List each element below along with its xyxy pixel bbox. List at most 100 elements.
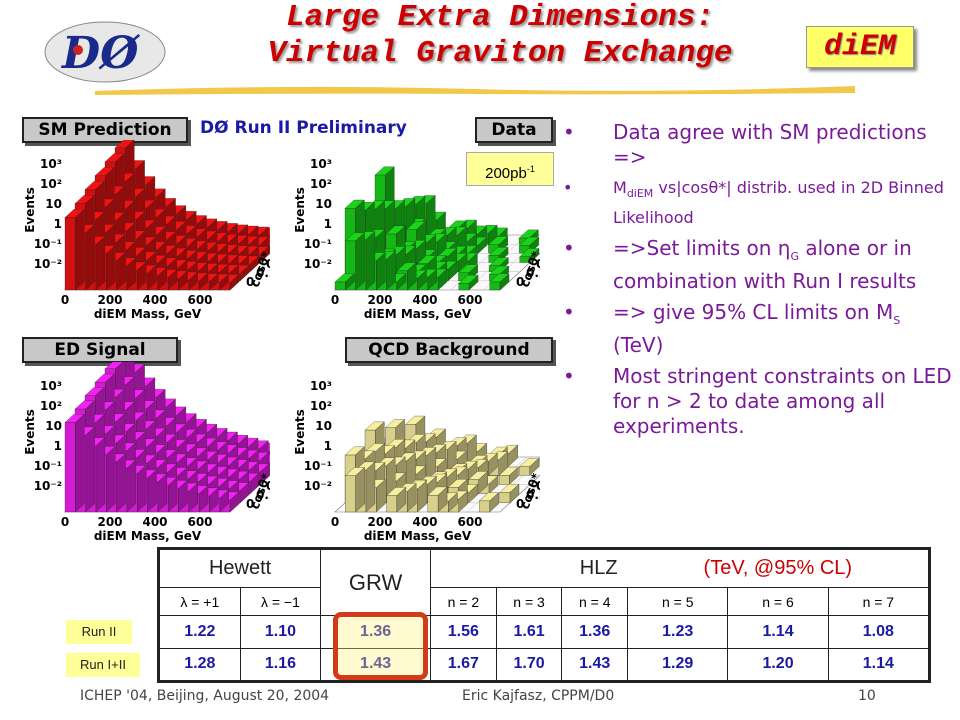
bullet-item: • => give 95% CL limits on MS (TeV): [563, 300, 955, 358]
bar: [427, 495, 439, 513]
bar-side: [407, 483, 417, 513]
bar: [386, 495, 398, 513]
bar-side: [457, 253, 468, 273]
bar-side: [529, 458, 539, 476]
bullet-subscript: G: [790, 250, 799, 264]
bar-side: [178, 270, 188, 291]
panel-label-data: Data: [475, 117, 553, 143]
bullet-item: • MdiEM vs|cosθ*| distrib. used in 2D Bin…: [563, 176, 955, 230]
bullet-item: • =>Set limits on ηG alone or in combinat…: [563, 236, 955, 294]
y-tick-label: 10: [45, 197, 62, 211]
bar-side: [427, 268, 437, 291]
bar: [479, 500, 490, 513]
bullet-text-a: M: [613, 178, 627, 197]
lego-plot-ed: Events 10³ 10² 10 1 10⁻¹ 10⁻² 0 200 400 600 diEM Ma…: [20, 346, 307, 572]
y-tick-label: 10⁻²: [304, 479, 332, 493]
bar-side: [239, 264, 250, 282]
y-tick-label: 10⁻²: [34, 479, 62, 493]
bullet-marker: •: [563, 364, 575, 389]
subheader: n = 3: [495, 587, 563, 617]
y-axis-title: Events: [23, 409, 37, 455]
x-tick-label: 0: [61, 515, 69, 529]
d0-logo: DØ: [40, 10, 170, 90]
x-axis-title: diEM Mass, GeV: [364, 307, 472, 321]
y-tick-label: 10³: [40, 379, 62, 393]
bar-side: [95, 437, 106, 513]
y-tick-label: 1: [324, 439, 332, 453]
x-tick-label: 600: [187, 515, 212, 529]
bar-side: [396, 487, 407, 513]
subheader: n = 2: [430, 587, 497, 617]
bar-side: [167, 269, 178, 291]
bar-side: [488, 452, 498, 476]
table-cell: 1.23: [627, 615, 729, 649]
bullet-text: =>Set limits on ηG alone or in combinati…: [613, 236, 955, 294]
x-axis-title: diEM Mass, GeV: [94, 307, 202, 321]
bullet-text-a: => give 95% CL limits on M: [613, 300, 894, 325]
bullet-item: • Data agree with SM predictions =>: [563, 120, 955, 170]
y-axis-title: Events: [293, 187, 307, 233]
x-tick-label: 600: [457, 515, 482, 529]
y-axis-title: Events: [293, 409, 307, 455]
bar-side: [167, 476, 178, 513]
footer-page-number: 10: [858, 688, 876, 704]
bar-side: [396, 273, 407, 291]
table-cell: 1.67: [430, 647, 497, 682]
header-cl-note: (TeV, @95% CL): [627, 548, 929, 589]
y-tick-label: 10: [315, 197, 332, 211]
bar-side: [355, 467, 365, 513]
bar-side: [508, 444, 518, 467]
z-tick-label: 0: [516, 275, 524, 289]
x-tick-label: 600: [457, 293, 482, 307]
panel-label-qcd-background: QCD Background: [345, 337, 553, 363]
preliminary-label: DØ Run II Preliminary: [200, 118, 407, 138]
bar-side: [239, 482, 250, 504]
bar-side: [417, 269, 427, 291]
y-tick-label: 10²: [40, 177, 62, 191]
bar-side: [509, 466, 519, 485]
footer-author: Eric Kajfasz, CPPM/D0: [462, 688, 615, 704]
bar-side: [116, 453, 126, 513]
bullet-list: • Data agree with SM predictions => • MdiE…: [563, 120, 955, 445]
bar-side: [345, 273, 355, 291]
table-cell: 1.28: [159, 647, 241, 682]
bar: [499, 492, 511, 503]
table-cell: 1.61: [495, 615, 563, 649]
x-tick-label: 200: [97, 515, 122, 529]
x-tick-label: 400: [142, 293, 167, 307]
bar-side: [157, 473, 167, 513]
bar-side: [147, 469, 157, 513]
header-hewett: Hewett: [158, 548, 322, 589]
lego-plot-data: Events 10³ 10² 10 1 10⁻¹ 10⁻² 0 200 400 600 diEM Ma…: [290, 140, 577, 350]
bar-side: [75, 208, 85, 291]
bar-side: [219, 489, 229, 513]
bar-side: [477, 236, 488, 254]
bar: [64, 422, 76, 513]
luminosity-badge: 200pb-1: [466, 152, 554, 186]
table-cell-grw: 1.36: [320, 615, 432, 649]
bar-side: [355, 232, 365, 291]
subheader: n = 7: [827, 587, 930, 617]
bar-side: [249, 472, 260, 495]
title-divider: [95, 86, 855, 95]
bar-side: [478, 471, 488, 495]
bullet-text-b: (TeV): [613, 333, 664, 358]
table-cell: 1.22: [159, 615, 241, 649]
bar-side: [126, 257, 137, 291]
bar-side: [417, 480, 427, 513]
bar-side: [157, 267, 167, 291]
table-cell: 1.20: [727, 647, 829, 682]
table-cell: 1.14: [827, 647, 930, 682]
bar-side: [116, 252, 126, 291]
panel-label-ed-signal: ED Signal: [22, 337, 178, 363]
y-tick-label: 10⁻¹: [304, 237, 332, 251]
bar-side: [376, 252, 386, 291]
y-tick-label: 1: [54, 217, 62, 231]
footer-conference: ICHEP '04, Beijing, August 20, 2004: [80, 688, 330, 704]
y-tick-label: 10⁻²: [304, 257, 332, 271]
bar-side: [259, 463, 270, 485]
y-tick-label: 1: [324, 217, 332, 231]
bar-side: [249, 255, 260, 273]
